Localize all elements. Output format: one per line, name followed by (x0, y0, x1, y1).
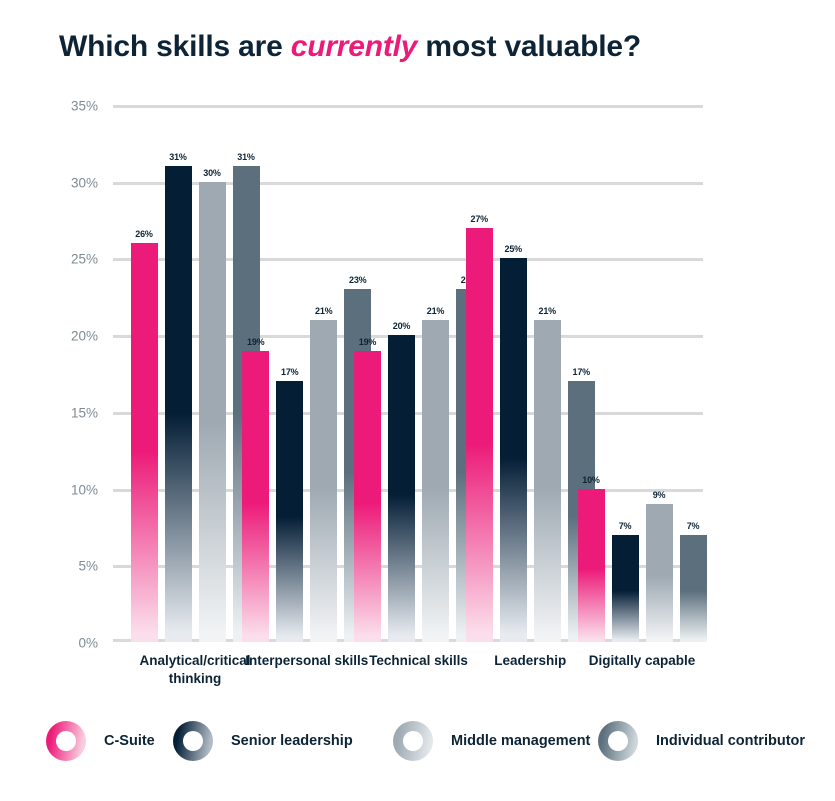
bar (577, 488, 605, 642)
bar-value-label: 19% (358, 336, 377, 347)
chart-title: Which skills are currently most valuable… (59, 30, 799, 64)
legend-item: Middle management (393, 720, 590, 762)
bar-column: 31% (164, 152, 192, 642)
legend-ring-icon (46, 721, 86, 761)
y-tick-label: 0% (78, 635, 98, 651)
bar-column: 10% (577, 474, 605, 642)
bar-column: 30% (198, 167, 226, 642)
bar (198, 181, 226, 642)
title-prefix: Which skills are (59, 30, 291, 63)
bar-group: 10% 7% 9% 7% (577, 474, 707, 642)
category-label: Interpersonal skills (245, 653, 369, 668)
bar-value-label: 23% (349, 275, 367, 286)
gridline (113, 181, 703, 185)
legend-label: Middle management (451, 733, 591, 749)
plot-area: 26%31%30%31%19%17%21%23%19%20%21%23%27%2… (113, 105, 707, 642)
bar-value-label: 30% (203, 167, 221, 178)
legend-item: Individual contributor (598, 720, 805, 762)
bar (645, 503, 673, 642)
bar (310, 319, 338, 642)
bar-column: 9% (645, 489, 673, 642)
bar-value-label: 17% (281, 367, 299, 378)
bar (533, 319, 561, 642)
bar-column: 7% (611, 520, 639, 642)
bar-column: 20% (388, 321, 415, 642)
bar-group: 27% 25% 21% 17% (465, 213, 595, 642)
bar-value-label: 20% (392, 321, 411, 332)
bar-column: 21% (422, 306, 449, 642)
y-tick-label: 15% (70, 405, 98, 421)
legend-label: C-Suite (104, 733, 155, 749)
legend-label: Senior leadership (231, 733, 353, 749)
legend-label: Individual contributor (656, 733, 806, 749)
category-label: Digitally capable (588, 653, 696, 668)
bar (679, 534, 707, 642)
bar-value-label: 26% (135, 229, 153, 240)
bar-column: 25% (499, 244, 527, 642)
bar-value-label: 31% (169, 152, 187, 163)
bar-column: 26% (130, 229, 158, 642)
legend: C-Suite Senior leadership Middle managemen… (0, 720, 835, 764)
title-suffix: most valuable? (417, 30, 642, 63)
bar-column: 21% (310, 305, 338, 642)
category-label: Analytical/critical thinking (139, 653, 251, 687)
bar-column: 27% (465, 213, 493, 642)
y-axis: 35% 30% 25% 20% 15% 10% 5% 0% (0, 99, 98, 651)
bar-value-label: 25% (504, 244, 523, 255)
title-highlight: currently (290, 30, 418, 63)
bar (354, 350, 381, 642)
bar (242, 350, 270, 642)
bar-group: 19% 17% 21% 23% (242, 275, 372, 642)
category-label: Technical skills (369, 653, 468, 668)
legend-item: Senior leadership (173, 720, 353, 762)
bar (276, 381, 304, 642)
y-tick-label: 20% (70, 328, 98, 344)
y-tick-label: 35% (70, 98, 98, 114)
bar-value-label: 21% (426, 305, 445, 316)
bar (164, 166, 192, 642)
y-tick-label: 30% (70, 175, 98, 191)
bar-value-label: 21% (315, 305, 333, 316)
bar-value-label: 27% (470, 213, 489, 224)
bar-group: 26% 31% 30% 31% (130, 152, 260, 642)
bar-value-label: 9% (652, 489, 666, 500)
gridline (113, 258, 703, 262)
bar-column: 17% (276, 367, 304, 642)
legend-item: C-Suite (46, 720, 155, 762)
y-tick-label: 5% (78, 558, 98, 574)
bar-group: 19%20%21%23% (354, 275, 483, 642)
bar (465, 227, 493, 642)
bar (611, 534, 639, 642)
bar-value-label: 31% (237, 152, 255, 163)
legend-ring-icon (393, 721, 433, 761)
bar-column: 19% (242, 336, 270, 642)
bar-column: 21% (533, 305, 561, 642)
bar-value-label: 17% (572, 367, 591, 378)
bar-value-label: 7% (686, 520, 700, 531)
legend-ring-icon (598, 721, 638, 761)
bar (499, 258, 527, 642)
bar-column: 19% (354, 336, 381, 642)
category-label: Leadership (494, 653, 567, 668)
legend-ring-icon (173, 721, 213, 761)
bar-column: 7% (679, 520, 707, 642)
gridline (113, 105, 703, 108)
bar (422, 319, 449, 642)
y-tick-label: 10% (70, 482, 98, 498)
bar-value-label: 7% (618, 520, 632, 531)
y-tick-label: 25% (70, 251, 98, 267)
bar-value-label: 10% (582, 474, 600, 485)
bar (130, 243, 158, 642)
bar (388, 335, 415, 642)
bar-value-label: 21% (538, 305, 557, 316)
bar-value-label: 19% (247, 336, 265, 347)
